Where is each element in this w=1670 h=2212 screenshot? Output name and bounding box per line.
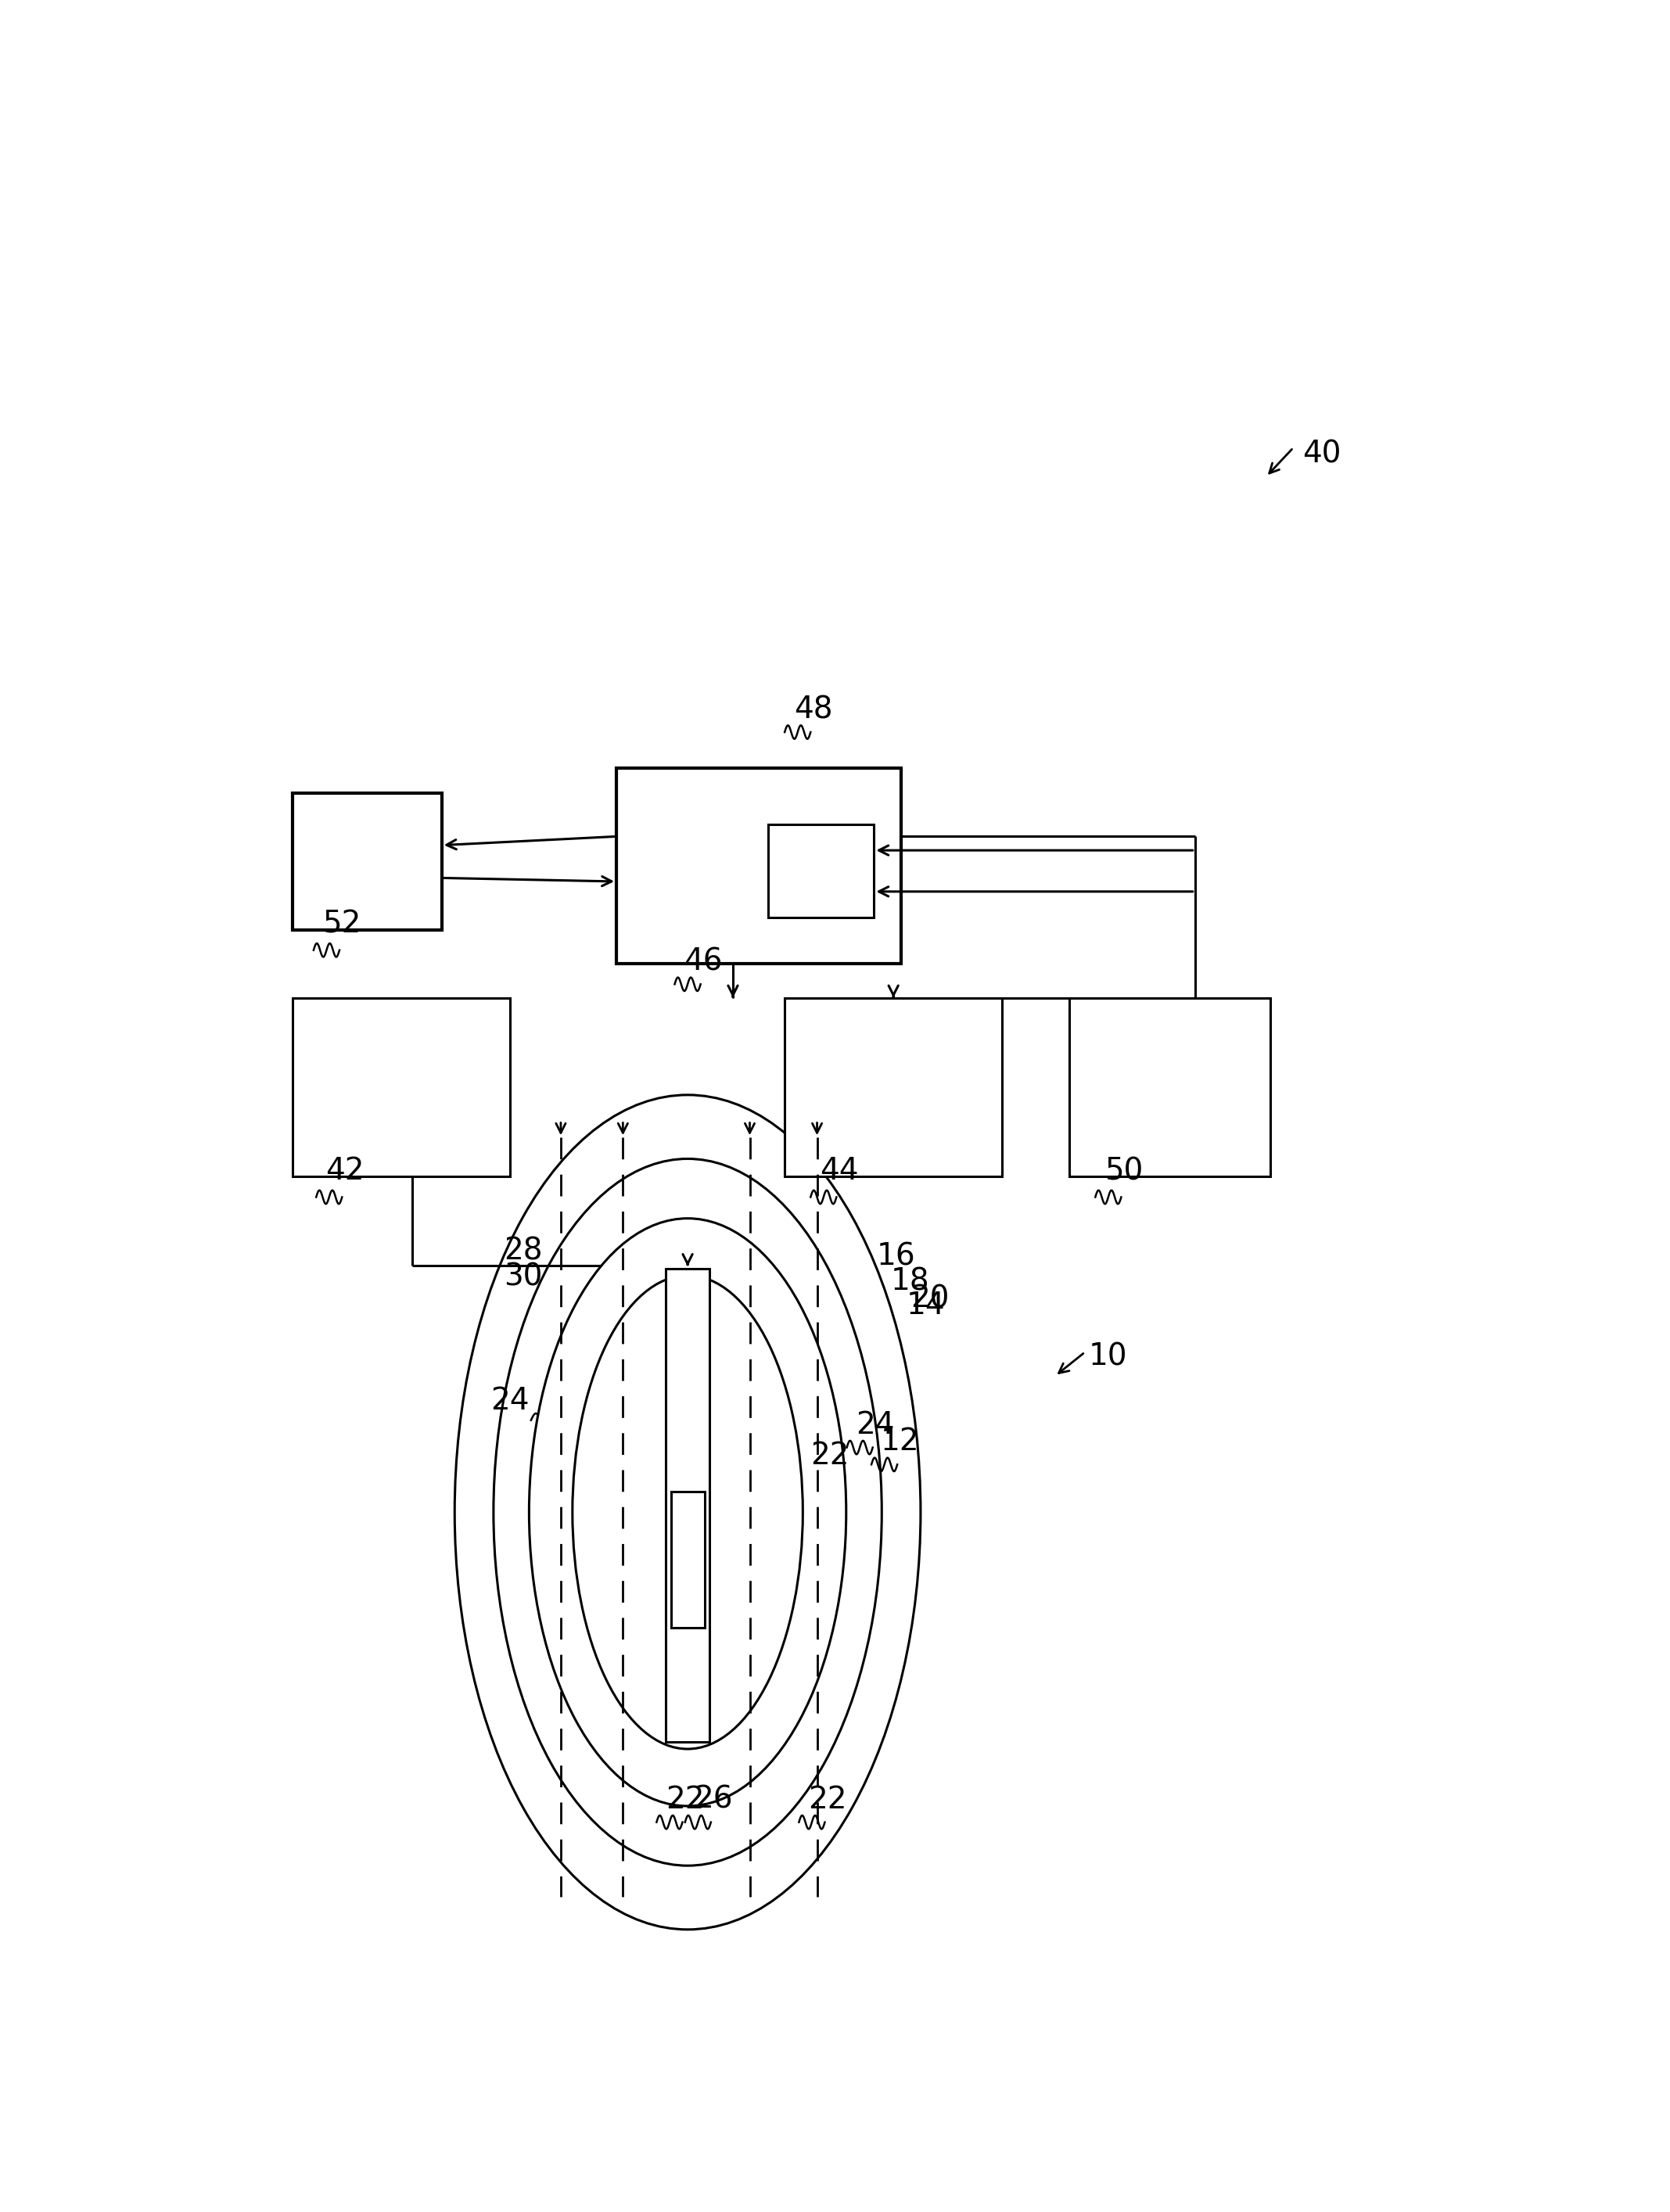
Ellipse shape	[529, 1219, 847, 1805]
Text: 40: 40	[1303, 440, 1341, 469]
Text: 28: 28	[504, 1237, 543, 1265]
Text: 20: 20	[910, 1283, 949, 1314]
Text: 24: 24	[855, 1409, 895, 1440]
Text: 16: 16	[877, 1241, 915, 1272]
Bar	[671, 1491, 705, 1628]
Ellipse shape	[573, 1276, 803, 1750]
Text: 12: 12	[880, 1427, 918, 1458]
Ellipse shape	[454, 1095, 920, 1929]
Ellipse shape	[494, 1159, 882, 1865]
Bar	[1069, 998, 1269, 1177]
Bar	[292, 794, 441, 929]
Bar	[785, 998, 1002, 1177]
Text: 14: 14	[907, 1292, 945, 1321]
Text: 52: 52	[322, 909, 361, 938]
Text: 44: 44	[820, 1157, 858, 1186]
Bar	[616, 768, 902, 964]
Text: 42: 42	[326, 1157, 364, 1186]
Text: 30: 30	[504, 1261, 543, 1292]
Text: 24: 24	[491, 1387, 529, 1416]
Text: 22: 22	[810, 1440, 850, 1471]
Text: 18: 18	[890, 1267, 930, 1296]
Text: 46: 46	[683, 947, 723, 975]
Text: 26: 26	[695, 1785, 733, 1814]
Text: 48: 48	[793, 695, 832, 723]
Text: 22: 22	[666, 1785, 705, 1814]
Text: 22: 22	[808, 1785, 847, 1814]
Bar	[768, 825, 873, 918]
Bar	[666, 1270, 710, 1743]
Text: 50: 50	[1104, 1157, 1142, 1186]
Bar	[292, 998, 511, 1177]
Text: 10: 10	[1089, 1343, 1127, 1371]
